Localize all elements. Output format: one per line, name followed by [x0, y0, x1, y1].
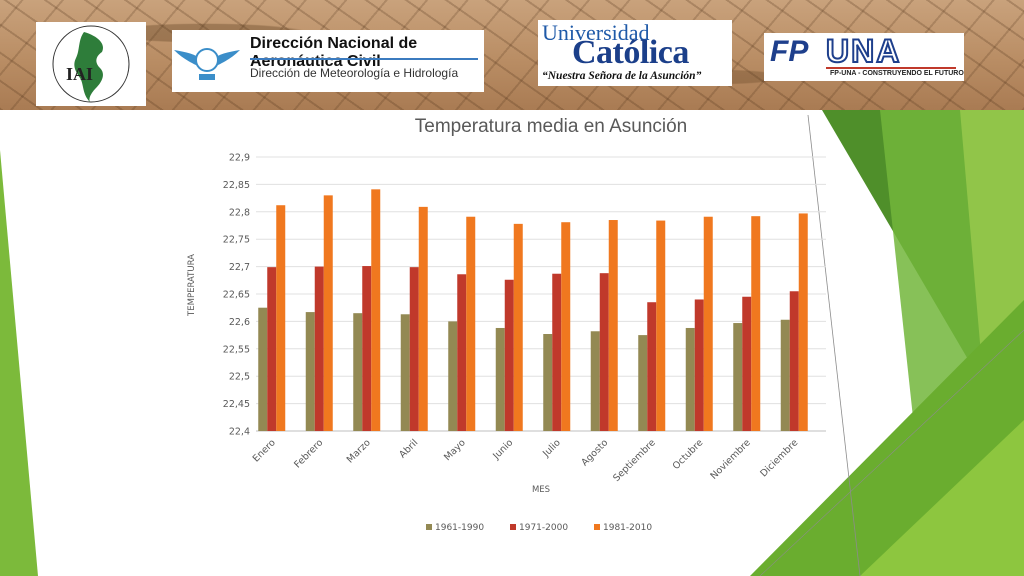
- x-tick-label: Marzo: [345, 437, 373, 465]
- x-axis-ticks: Enero Febrero Marzo Abril Mayo Junio Julio Agos…: [251, 437, 801, 484]
- decor-line-1: [807, 114, 861, 576]
- legend-label: 1971-2000: [519, 523, 568, 533]
- bar: [561, 222, 571, 431]
- y-tick-label: 22,45: [223, 399, 250, 410]
- bar: [504, 279, 514, 431]
- x-tick-label: Agosto: [579, 437, 610, 468]
- bar: [353, 313, 363, 431]
- x-tick-label: Abril: [397, 437, 420, 460]
- y-tick-label: 22,4: [229, 427, 250, 438]
- y-tick-label: 22,9: [229, 153, 250, 164]
- x-tick-label: Diciembre: [758, 437, 800, 479]
- y-tick-label: 22,75: [223, 235, 250, 246]
- bar: [543, 334, 553, 431]
- y-axis-title: TEMPERATURA: [187, 254, 197, 317]
- bar: [276, 205, 286, 431]
- chart-legend: 1961-1990 1971-2000 1981-2010: [426, 523, 652, 533]
- bar: [703, 216, 713, 431]
- bar: [305, 312, 315, 431]
- bar: [780, 319, 790, 431]
- legend-swatch: [426, 524, 432, 530]
- una-mark: UNA: [825, 32, 902, 70]
- fpuna-tagline: FP-UNA - CONSTRUYENDO EL FUTURO: [830, 70, 964, 77]
- dinac-subtitle: Dirección de Meteorología e Hidrología: [250, 66, 459, 80]
- bar: [694, 299, 704, 431]
- bar: [448, 321, 458, 431]
- bar: [608, 220, 618, 431]
- x-tick-label: Julio: [540, 437, 563, 460]
- bar: [457, 274, 467, 431]
- y-tick-label: 22,6: [229, 317, 250, 328]
- uc-line3: “Nuestra Señora de la Asunción”: [542, 70, 702, 82]
- x-axis-title: MES: [532, 485, 550, 495]
- chart-bars: [258, 189, 808, 431]
- dinac-divider: [250, 58, 478, 60]
- dinac-logo: Dirección Nacional de Aeronáutica Civil …: [172, 30, 484, 92]
- bar: [789, 291, 799, 431]
- green-left-accent: [0, 150, 38, 576]
- bar: [362, 266, 372, 431]
- x-tick-label: Octubre: [671, 437, 706, 472]
- y-tick-label: 22,7: [229, 262, 250, 273]
- bar: [400, 314, 410, 431]
- x-tick-label: Mayo: [442, 437, 468, 463]
- y-tick-label: 22,85: [223, 180, 250, 191]
- bar: [647, 302, 657, 431]
- bar: [656, 220, 666, 431]
- bar: [258, 307, 268, 431]
- bar: [552, 273, 562, 431]
- x-tick-label: Junio: [490, 437, 515, 462]
- x-tick-label: Noviembre: [708, 437, 753, 482]
- legend-swatch: [594, 524, 600, 530]
- bar: [638, 335, 648, 431]
- bar: [466, 216, 476, 431]
- bar: [733, 323, 743, 431]
- fpuna-divider: [826, 67, 956, 69]
- legend-label: 1961-1990: [435, 523, 484, 533]
- x-tick-label: Enero: [251, 437, 278, 464]
- fpuna-logo: FP UNA FP-UNA - CONSTRUYENDO EL FUTURO: [764, 32, 964, 81]
- x-tick-label: Septiembre: [611, 437, 658, 484]
- bar: [590, 331, 600, 431]
- y-tick-label: 22,5: [229, 372, 250, 383]
- chart-title: Temperatura media en Asunción: [415, 116, 688, 137]
- bar: [685, 327, 695, 431]
- legend-label: 1981-2010: [603, 523, 652, 533]
- bar: [314, 266, 324, 431]
- green-shape-bottom-light: [860, 420, 1024, 576]
- bar: [798, 213, 808, 431]
- globe-icon: [52, 25, 130, 103]
- y-tick-label: 22,8: [229, 207, 250, 218]
- uc-line2: Católica: [572, 34, 689, 71]
- y-tick-label: 22,65: [223, 290, 250, 301]
- bar: [371, 189, 381, 431]
- chart-grid: [256, 156, 826, 432]
- decor-line-2: [759, 329, 1024, 576]
- bar: [513, 223, 523, 431]
- fp-mark: FP: [770, 35, 809, 68]
- bar: [267, 267, 277, 431]
- bar: [751, 216, 761, 431]
- y-axis-ticks: 22,4 22,45 22,5 22,55 22,6 22,65 22,7 22,75 22,8…: [223, 153, 250, 438]
- wings-emblem-icon: [174, 48, 240, 80]
- universidad-catolica-logo: Universidad Católica “Nuestra Señora de …: [538, 20, 732, 86]
- iai-logo-text: IAI: [66, 64, 94, 84]
- bar: [418, 206, 428, 431]
- bar: [495, 327, 505, 431]
- y-tick-label: 22,55: [223, 344, 250, 355]
- bar: [599, 273, 609, 431]
- iai-logo: IAI: [36, 22, 146, 106]
- uc-line1: Universidad: [542, 20, 650, 45]
- legend-swatch: [510, 524, 516, 530]
- bar: [323, 195, 333, 431]
- x-tick-label: Febrero: [292, 437, 325, 470]
- bar: [742, 296, 752, 431]
- dinac-title: Dirección Nacional de Aeronáutica Civil: [250, 35, 418, 70]
- bar: [409, 267, 419, 431]
